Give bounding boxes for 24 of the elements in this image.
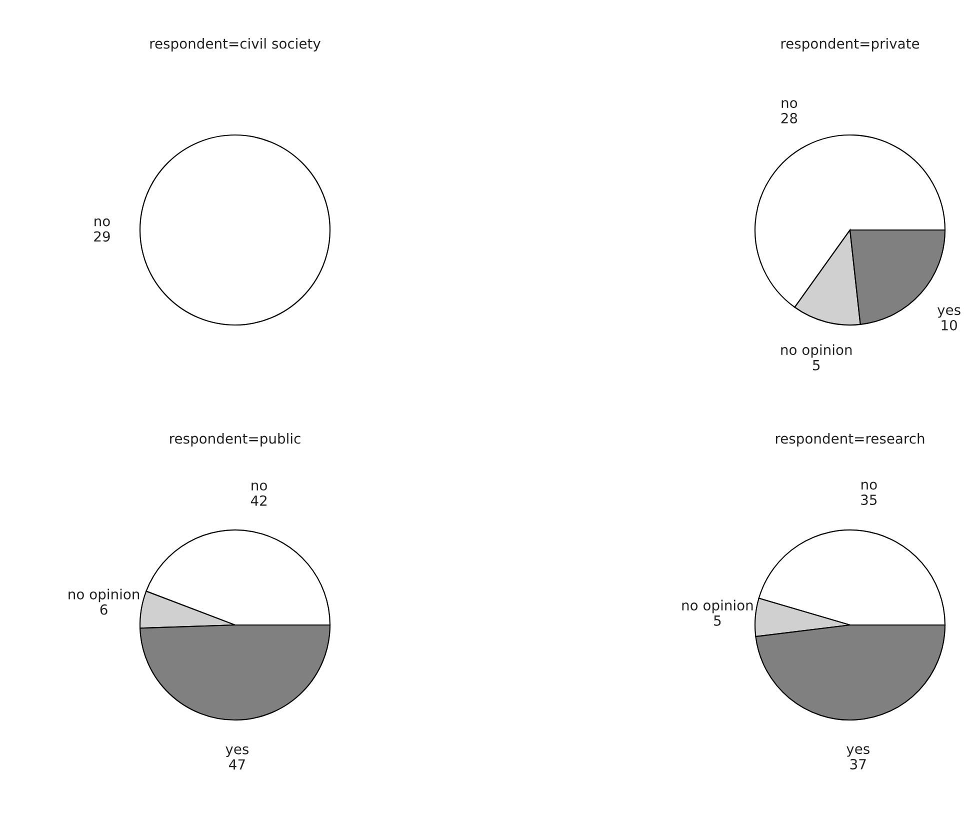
data-label: 47 [229,759,245,770]
slice-label: yes [226,746,249,758]
data-label: 42 [250,495,267,506]
data-label: 37 [850,758,866,770]
chart-title: respondent=private [781,38,920,52]
data-label: 28 [781,112,798,124]
chart-title: respondent=research [776,433,924,446]
chart-title: respondent=civil society [150,38,320,52]
slice-label: no [252,482,267,491]
data-label: 10 [942,320,957,330]
data-label: 6 [100,604,108,615]
slice-label: no opinion [68,588,140,602]
slice-label: yes [846,746,870,757]
data-label: 5 [714,616,721,626]
slice-label: no [862,482,877,490]
data-label: 5 [813,360,820,370]
slice-label: no opinion [682,600,753,614]
slice-label: no [782,100,798,108]
chart-title: respondent=public [170,433,300,446]
slice-label: no [94,218,110,226]
data-label: 29 [94,231,110,242]
slice-label: no opinion [781,344,852,358]
slice-label: yes [937,307,960,318]
data-label: 35 [861,494,877,506]
